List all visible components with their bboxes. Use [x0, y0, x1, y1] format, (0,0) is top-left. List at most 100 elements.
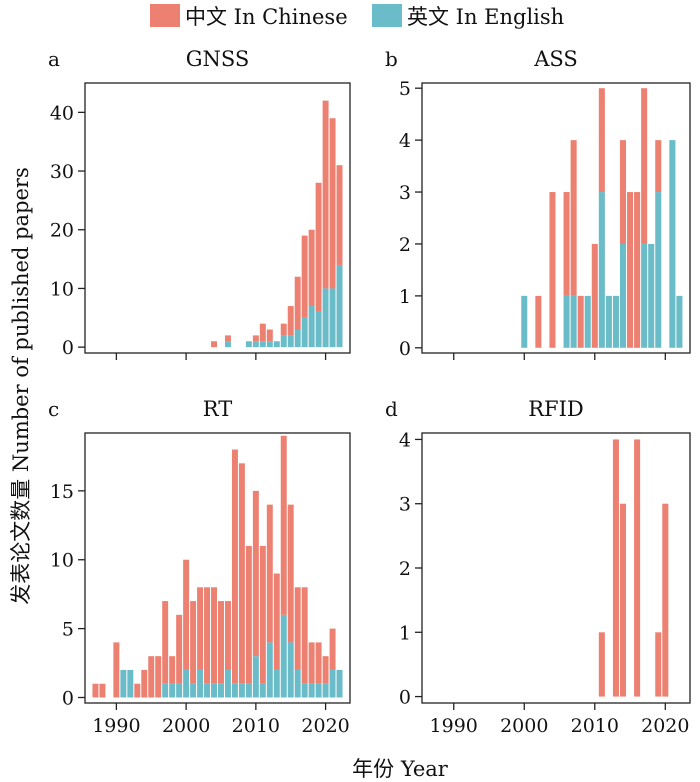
plot-frame — [421, 82, 691, 354]
bar-english-2010 — [252, 656, 259, 698]
bar-english-2013 — [273, 341, 280, 348]
bar-english-2020 — [322, 683, 329, 698]
x-tick-label: 1990 — [430, 715, 478, 737]
bar-chinese-2014 — [619, 140, 627, 244]
x-axis-label: 年份 Year — [352, 757, 449, 781]
bar-chinese-2006 — [224, 335, 231, 342]
bar-chinese-2018 — [308, 229, 315, 307]
bar-english-2014 — [280, 614, 287, 698]
panel-letter: d — [385, 397, 398, 421]
bar-chinese-2002 — [535, 295, 542, 348]
bar-chinese-2012 — [266, 329, 273, 342]
bar-english-2011 — [259, 683, 266, 698]
bar-chinese-2006 — [563, 192, 570, 296]
bar-chinese-2008 — [577, 295, 584, 348]
bar-english-2007 — [570, 295, 577, 348]
bar-chinese-1999 — [176, 614, 183, 684]
bar-chinese-2010 — [591, 243, 598, 348]
y-tick-label: 2 — [399, 234, 411, 256]
bar-english-2022 — [336, 264, 343, 348]
bar-chinese-1993 — [134, 683, 141, 698]
bar-english-2012 — [266, 341, 273, 348]
bar-chinese-1990 — [113, 642, 120, 698]
legend-swatch-english — [372, 4, 402, 27]
bar-chinese-2016 — [294, 276, 301, 330]
bar-chinese-1995 — [148, 656, 155, 698]
y-tick-label: 10 — [50, 278, 74, 300]
bar-chinese-2011 — [259, 545, 266, 684]
bar-english-1991 — [120, 669, 127, 698]
bar-english-2019 — [655, 192, 662, 348]
bar-chinese-1994 — [141, 669, 148, 698]
bar-english-2020 — [322, 288, 329, 348]
bar-chinese-2014 — [280, 323, 287, 336]
bar-chinese-2013 — [612, 439, 619, 697]
bar-english-2012 — [605, 295, 612, 348]
bar-english-2018 — [648, 243, 655, 348]
bar-english-2019 — [315, 311, 322, 348]
panel-rt: 1990 2000 2010 2020 0 5 10 15 RT c — [48, 397, 351, 737]
bar-chinese-2017 — [301, 235, 308, 318]
bar-chinese-2011 — [598, 632, 605, 697]
bar-chinese-2013 — [273, 573, 280, 670]
bar-chinese-2022 — [336, 165, 343, 265]
plot-frame — [421, 432, 691, 704]
bar-chinese-2004 — [211, 587, 217, 684]
bar-chinese-2006 — [224, 601, 231, 670]
x-tick-label: 2020 — [641, 715, 689, 737]
bar-english-2019 — [315, 683, 322, 698]
bar-chinese-2011 — [598, 88, 605, 193]
bar-chinese-2004 — [211, 341, 217, 348]
y-tick-label: 3 — [399, 494, 411, 516]
panel-title: RFID — [528, 397, 584, 421]
y-tick-label: 5 — [399, 78, 411, 100]
bar-english-2005 — [218, 683, 224, 698]
bar-chinese-2017 — [301, 587, 308, 684]
y-tick-label: 2 — [399, 558, 411, 580]
y-tick-label: 4 — [399, 429, 411, 451]
bar-chinese-2016 — [294, 587, 301, 670]
bar-english-2021 — [329, 669, 336, 698]
bar-chinese-1988 — [99, 683, 106, 698]
bar-english-2009 — [245, 341, 252, 348]
bar-chinese-1998 — [169, 656, 176, 684]
bar-chinese-1987 — [92, 683, 99, 698]
panel-letter: a — [48, 47, 60, 71]
bar-english-2015 — [287, 642, 294, 698]
bar-english-2000 — [183, 669, 190, 698]
bar-chinese-1996 — [155, 656, 162, 698]
bar-chinese-2015 — [287, 504, 294, 643]
panel-letter: c — [48, 397, 59, 421]
bar-chinese-2021 — [329, 118, 336, 289]
bar-chinese-2010 — [252, 335, 259, 342]
bar-english-2022 — [336, 669, 343, 698]
bar-english-2002 — [197, 669, 204, 698]
bar-english-2008 — [238, 683, 245, 698]
bar-chinese-2004 — [549, 192, 556, 348]
bar-chinese-2008 — [238, 463, 245, 684]
bar-chinese-2002 — [197, 587, 204, 670]
legend: 中文 In Chinese 英文 In English — [150, 4, 564, 29]
y-tick-label: 40 — [50, 102, 74, 124]
bar-english-2014 — [280, 335, 287, 348]
bar-chinese-2021 — [329, 628, 336, 670]
bar-english-1999 — [176, 683, 183, 698]
bar-english-2010 — [252, 341, 259, 348]
bar-english-2021 — [669, 140, 676, 348]
panel-ass: 0 1 2 3 4 5 ASS b — [385, 47, 691, 360]
bar-english-2021 — [329, 288, 336, 348]
bar-chinese-2015 — [627, 192, 634, 348]
bar-chinese-2018 — [308, 642, 315, 684]
bar-english-1992 — [127, 669, 134, 698]
y-tick-label: 1 — [399, 622, 411, 644]
bar-english-1997 — [162, 683, 169, 698]
bar-english-2022 — [676, 295, 683, 348]
bar-chinese-2012 — [266, 504, 273, 643]
bar-chinese-2011 — [259, 323, 266, 342]
legend-swatch-chinese — [150, 4, 180, 27]
y-axis-label: 发表论文数量 Number of published papers — [9, 167, 33, 605]
legend-label-english: 英文 In English — [407, 5, 564, 29]
bar-english-2017 — [301, 683, 308, 698]
